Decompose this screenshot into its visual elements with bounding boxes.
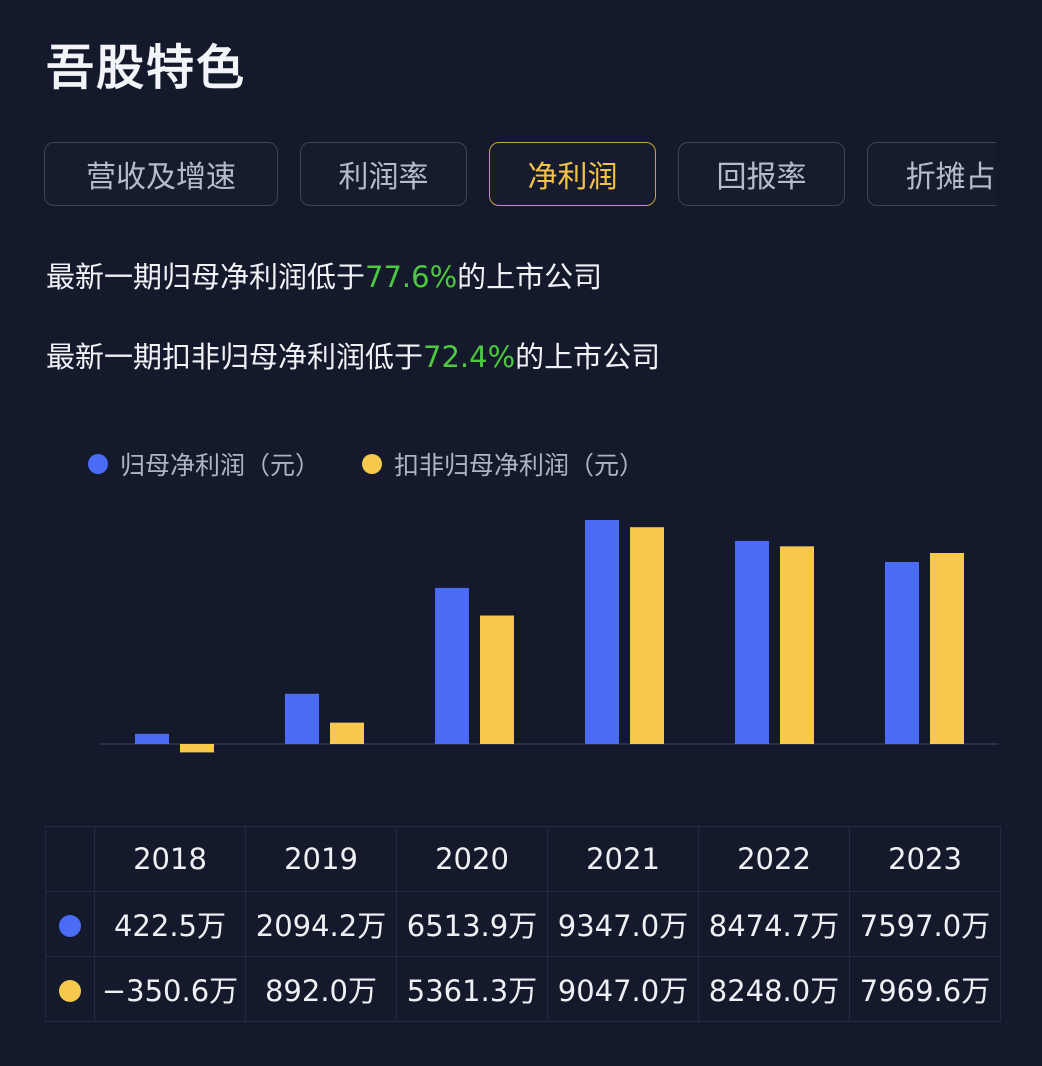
legend-dot-blue-icon (88, 454, 108, 474)
table-header-cell: 2019 (245, 826, 397, 892)
bar-2021-series1[interactable] (585, 520, 619, 744)
table-header-cell: 2022 (698, 826, 850, 892)
legend-label: 扣非归母净利润（元） (394, 451, 645, 480)
table-cell: 8248.0万 (698, 956, 850, 1022)
table-header-cell: 2021 (547, 826, 699, 892)
tab-net-profit[interactable]: 净利润 (489, 142, 656, 206)
table-cell: 892.0万 (245, 956, 397, 1022)
table-header-cell: 2020 (396, 826, 548, 892)
legend-label: 归母净利润（元） (120, 451, 321, 480)
stat-percent: 77.6% (365, 260, 458, 294)
stat-prefix: 最新一期归母净利润低于 (46, 260, 366, 294)
page-title: 吾股特色 (46, 40, 247, 96)
series-dot-yellow-icon (59, 980, 81, 1002)
table-cell: 9347.0万 (547, 891, 699, 957)
bar-2019-series1[interactable] (285, 693, 319, 744)
table-header-cell: 2018 (94, 826, 246, 892)
table-cell: −350.6万 (94, 956, 246, 1022)
bar-2020-series2[interactable] (480, 615, 514, 744)
chart-legend: 归母净利润（元） 扣非归母净利润（元） (88, 446, 686, 482)
table-cell: 5361.3万 (396, 956, 548, 1022)
legend-item-series1[interactable]: 归母净利润（元） (88, 446, 320, 482)
bar-2022-series2[interactable] (780, 546, 814, 744)
stat-suffix: 的上市公司 (457, 260, 603, 294)
stat-suffix: 的上市公司 (515, 340, 661, 374)
bar-2022-series1[interactable] (735, 540, 769, 744)
tab-profit-margin[interactable]: 利润率 (300, 142, 467, 206)
table-header-row: 2018 2019 2020 2021 2022 2023 (45, 826, 1001, 892)
table-cell: 8474.7万 (698, 891, 850, 957)
legend-dot-yellow-icon (362, 454, 383, 474)
tab-bar: 营收及增速 利润率 净利润 回报率 折摊占 (44, 142, 996, 210)
legend-item-series2[interactable]: 扣非归母净利润（元） (362, 446, 644, 482)
series-dot-blue-icon (59, 915, 81, 937)
table-cell: 6513.9万 (396, 891, 548, 957)
table-row: −350.6万 892.0万 5361.3万 9047.0万 8248.0万 7… (45, 956, 1001, 1022)
row-marker (45, 891, 95, 957)
data-table: 2018 2019 2020 2021 2022 2023 422.5万 209… (45, 826, 1001, 1022)
bar-2020-series1[interactable] (435, 587, 469, 744)
bar-chart (100, 520, 998, 753)
table-header-cell: 2023 (849, 826, 1001, 892)
bar-2018-series2[interactable] (180, 744, 214, 753)
table-corner-cell (45, 826, 95, 892)
stat-percent: 72.4% (423, 340, 516, 374)
table-cell: 422.5万 (94, 891, 246, 957)
bar-2019-series2[interactable] (330, 722, 364, 744)
bar-2023-series2[interactable] (930, 553, 964, 744)
table-cell: 7597.0万 (849, 891, 1001, 957)
tab-return-rate[interactable]: 回报率 (678, 142, 845, 206)
bar-2021-series2[interactable] (630, 527, 664, 744)
stat-deducted-net-profit: 最新一期扣非归母净利润低于72.4%的上市公司 (46, 334, 660, 376)
stat-net-profit: 最新一期归母净利润低于77.6%的上市公司 (46, 254, 602, 296)
tab-revenue-growth[interactable]: 营收及增速 (44, 142, 278, 206)
tab-depreciation[interactable]: 折摊占 (867, 142, 996, 206)
table-cell: 9047.0万 (547, 956, 699, 1022)
table-cell: 7969.6万 (849, 956, 1001, 1022)
table-row: 422.5万 2094.2万 6513.9万 9347.0万 8474.7万 7… (45, 891, 1001, 957)
row-marker (45, 956, 95, 1022)
table-cell: 2094.2万 (245, 891, 397, 957)
bar-2023-series1[interactable] (885, 561, 919, 744)
bar-2018-series1[interactable] (135, 733, 169, 744)
stat-prefix: 最新一期扣非归母净利润低于 (46, 340, 424, 374)
